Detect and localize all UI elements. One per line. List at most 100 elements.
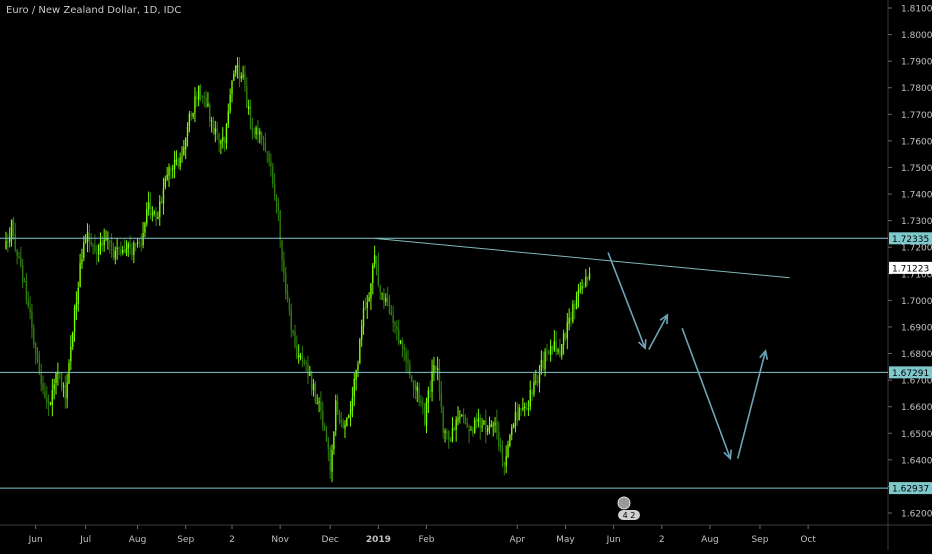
price-label: 1.67291 <box>892 369 929 379</box>
candle-body <box>394 322 396 326</box>
candle <box>123 239 126 254</box>
candle-body <box>535 381 537 383</box>
candle-body <box>46 397 48 403</box>
candle <box>544 348 546 377</box>
candle-body <box>483 420 485 425</box>
candle-body <box>236 65 239 68</box>
candle-body <box>327 440 330 450</box>
candle-body <box>270 161 272 167</box>
candle <box>581 279 583 295</box>
candle-body <box>477 418 480 422</box>
candle-body <box>398 329 400 343</box>
candle-body <box>114 250 116 259</box>
candle-body <box>183 147 185 155</box>
candle-body <box>375 255 378 266</box>
x-tick-label: Aug <box>129 535 147 545</box>
candle-body <box>246 86 248 108</box>
candle <box>64 375 66 409</box>
candle <box>431 359 433 402</box>
candle <box>351 386 354 418</box>
candle-body <box>220 140 222 144</box>
candle-body <box>5 241 7 249</box>
candle <box>210 116 213 133</box>
candle-body <box>372 264 374 283</box>
candle-body <box>34 343 37 354</box>
candle-body <box>207 103 209 107</box>
y-tick-label: 1.77000 <box>901 111 932 121</box>
candle <box>410 375 413 383</box>
candle <box>433 356 435 382</box>
candle <box>277 197 280 222</box>
candle-body <box>81 259 83 264</box>
candle <box>166 166 168 182</box>
candle-body <box>353 378 355 397</box>
candle-body <box>249 105 252 130</box>
candle <box>507 440 509 459</box>
candle-body <box>316 403 318 405</box>
candle-body <box>496 421 498 433</box>
candle <box>290 303 292 338</box>
candle-body <box>12 218 15 236</box>
candle <box>218 132 220 153</box>
candle-body <box>307 363 309 378</box>
candle <box>14 222 16 253</box>
candle <box>140 233 142 252</box>
candle-body <box>290 310 292 331</box>
candle-body <box>548 350 550 354</box>
candle-body <box>572 303 574 322</box>
candle <box>486 424 489 436</box>
candle <box>172 164 174 179</box>
candle-body <box>31 311 33 329</box>
candle-body <box>272 166 274 185</box>
candle-body <box>92 244 94 246</box>
candle-body <box>53 384 55 390</box>
candle-body <box>451 428 454 441</box>
candle-body <box>377 264 380 285</box>
candle <box>183 139 185 157</box>
candle-body <box>131 247 133 256</box>
candle <box>323 422 326 432</box>
candle-body <box>368 297 370 302</box>
candle-body <box>349 409 352 415</box>
candle-body <box>7 240 9 243</box>
candle <box>488 416 491 435</box>
candle-body <box>527 408 530 410</box>
candle <box>192 112 194 120</box>
candle <box>120 241 122 257</box>
candle-body <box>533 381 535 395</box>
candle-body <box>247 106 250 110</box>
candle <box>435 365 437 373</box>
candle <box>203 92 205 108</box>
candle <box>62 382 65 398</box>
y-tick-label: 1.75000 <box>901 164 932 174</box>
candle-body <box>340 419 343 423</box>
candle <box>99 232 102 255</box>
candle <box>457 406 459 426</box>
candle <box>466 417 468 428</box>
candle-body <box>588 273 591 279</box>
candle <box>131 242 133 261</box>
candle <box>557 347 559 355</box>
candle-body <box>214 128 217 135</box>
candle-body <box>260 133 263 139</box>
candle-body <box>18 256 20 258</box>
candle <box>159 195 161 226</box>
candle <box>536 374 539 387</box>
candle <box>83 235 85 262</box>
candle <box>531 388 533 402</box>
candle <box>401 337 404 358</box>
candle <box>81 248 83 269</box>
candle <box>514 401 517 433</box>
candle-body <box>338 412 341 422</box>
candle <box>344 420 346 439</box>
candle <box>57 362 59 386</box>
y-tick-label: 1.72000 <box>901 244 932 254</box>
candle <box>520 408 522 417</box>
candle <box>79 253 81 288</box>
candle <box>446 428 448 440</box>
candle <box>9 227 11 248</box>
candle-body <box>303 360 305 364</box>
candle-body <box>577 290 580 297</box>
